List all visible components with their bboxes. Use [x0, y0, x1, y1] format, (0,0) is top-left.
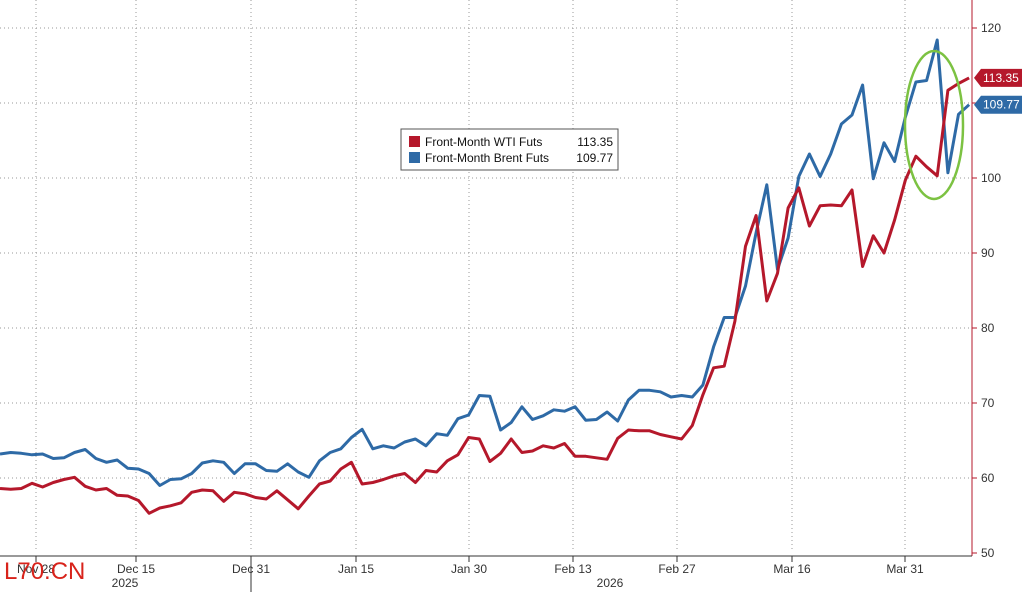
series-layer — [0, 38, 971, 515]
series-line-wti — [0, 76, 970, 515]
year-label: 2026 — [597, 576, 624, 590]
legend-value-brent: 109.77 — [576, 151, 613, 165]
last-value-brent-text: 109.77 — [983, 98, 1020, 112]
x-tick-label: Jan 30 — [451, 562, 487, 576]
x-tick-label: Mar 16 — [773, 562, 811, 576]
y-tick-label: 120 — [981, 21, 1001, 35]
last-value-wti-text: 113.35 — [983, 71, 1019, 85]
watermark-text: L70.CN — [4, 558, 86, 585]
year-label: 2025 — [112, 576, 139, 590]
highlight-circle — [903, 49, 965, 201]
last-value-wti-tag — [974, 68, 1022, 87]
y-tick-label: 90 — [981, 246, 995, 260]
x-tick-label: Dec 15 — [117, 562, 155, 576]
legend-swatch-wti — [409, 136, 420, 147]
x-tick-label: Feb 27 — [658, 562, 696, 576]
legend-label-brent: Front-Month Brent Futs — [425, 151, 549, 165]
y-tick-label: 60 — [981, 471, 995, 485]
highlight-layer — [903, 49, 965, 201]
x-tick-label: Nov 28 — [17, 562, 55, 576]
x-tick-label: Mar 31 — [886, 562, 924, 576]
y-tick-label: 50 — [981, 546, 995, 560]
legend-value-wti: 113.35 — [577, 135, 613, 149]
y-tick-label: 100 — [981, 171, 1001, 185]
legend-label-wti: Front-Month WTI Futs — [425, 135, 542, 149]
legend-swatch-brent — [409, 152, 420, 163]
x-axis: Nov 28 Dec 15 Dec 31 Jan 15 Jan 30 Feb 13 Feb … — [0, 555, 972, 592]
legend-box — [400, 128, 619, 171]
grid-layer — [0, 0, 970, 552]
y-tick-label: 70 — [981, 396, 995, 410]
last-value-labels: 113.35 109.77 — [974, 68, 1022, 114]
series-line-brent — [0, 38, 971, 487]
last-value-brent-tag — [974, 95, 1022, 114]
x-tick-label: Feb 13 — [554, 562, 592, 576]
y-tick-label: 80 — [981, 321, 995, 335]
x-tick-label: Jan 15 — [338, 562, 374, 576]
y-axis: 5060708090100110120 — [971, 0, 1001, 560]
legend: Front-Month WTI Futs 113.35 Front-Month … — [400, 128, 619, 171]
